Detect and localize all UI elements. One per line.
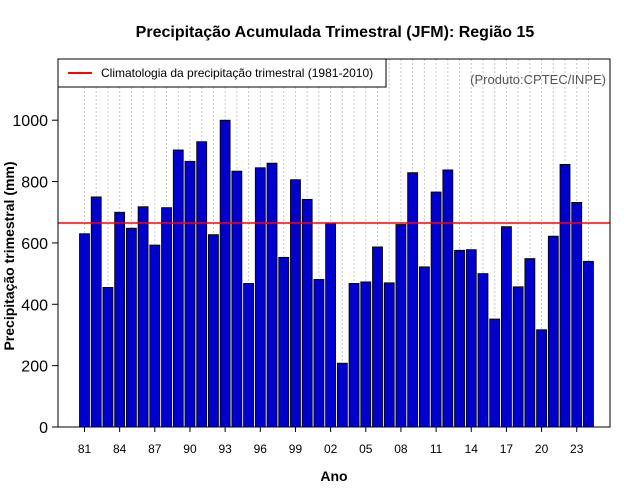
bar-2010: [418, 266, 430, 428]
bar-2012: [442, 169, 454, 428]
bar-1983: [102, 287, 114, 428]
bar-2003: [336, 362, 348, 428]
source-label: (Produto:CPTEC/INPE): [470, 72, 606, 87]
legend-label: Climatologia da precipitação trimestral …: [101, 66, 373, 80]
bar-1981: [79, 233, 90, 428]
bar-2024: [583, 260, 594, 428]
bar-1992: [208, 234, 219, 428]
bar-1998: [278, 256, 290, 428]
bar-2021: [547, 235, 559, 428]
bar-2023: [571, 202, 583, 428]
bar-2014: [465, 249, 477, 428]
x-tick-label: 93: [218, 442, 232, 456]
x-tick-label: 05: [359, 442, 373, 456]
x-tick-label: 96: [254, 442, 268, 456]
x-tick-label: 87: [148, 442, 162, 456]
bar-2002: [325, 222, 337, 428]
bar-2000: [301, 198, 313, 428]
bar-2011: [430, 191, 442, 428]
bar-1985: [125, 227, 137, 428]
bar-1986: [137, 206, 149, 428]
x-tick-label: 23: [570, 442, 584, 456]
bar-1989: [172, 149, 184, 428]
bar-2019: [524, 258, 536, 428]
x-tick-label: 90: [183, 442, 197, 456]
y-axis-label: Precipitação trimestral (mm): [1, 161, 17, 350]
legend: Climatologia da precipitação trimestral …: [57, 58, 387, 88]
bar-2016: [489, 318, 501, 428]
y-tick-label: 800: [21, 175, 48, 192]
bar-1993: [219, 119, 231, 428]
bar-2006: [372, 246, 383, 428]
bar-2017: [501, 226, 512, 428]
bar-2007: [383, 282, 395, 428]
y-tick-label: 200: [21, 359, 48, 376]
axes: 0 200 400 600 800 1000 81 84 87 90 93 96 99 02 05 08 11 1…: [12, 113, 583, 456]
bars: [79, 119, 594, 428]
bar-1982: [90, 196, 102, 428]
bar-2004: [348, 283, 360, 428]
x-tick-label: 08: [394, 442, 408, 456]
x-tick-label: 81: [78, 442, 92, 456]
chart-title: Precipitação Acumulada Trimestral (JFM):…: [136, 24, 535, 41]
bar-1987: [149, 244, 161, 428]
bar-1988: [161, 207, 172, 428]
x-tick-label: 17: [500, 442, 514, 456]
bar-1995: [243, 283, 254, 428]
y-tick-label: 600: [21, 236, 48, 253]
bar-1999: [290, 179, 301, 428]
y-tick-label: 1000: [12, 113, 48, 130]
bar-2015: [477, 273, 489, 428]
bar-2005: [360, 281, 372, 428]
x-axis-label: Ano: [320, 468, 347, 484]
x-tick-label: 14: [465, 442, 479, 456]
bar-1990: [184, 160, 196, 428]
x-tick-label: 99: [289, 442, 303, 456]
bar-1996: [254, 167, 266, 428]
legend-box: [57, 58, 387, 88]
y-tick-label: 400: [21, 297, 48, 314]
bar-1997: [266, 162, 278, 428]
x-tick-label: 20: [535, 442, 549, 456]
bar-2022: [559, 163, 571, 428]
bar-1991: [196, 141, 208, 428]
x-tick-label: 84: [113, 442, 127, 456]
x-tick-label: 02: [324, 442, 338, 456]
bar-1984: [114, 211, 126, 428]
bar-1994: [231, 170, 243, 428]
bar-2008: [395, 224, 407, 428]
bar-2020: [536, 329, 547, 428]
bar-2018: [512, 286, 524, 428]
y-tick-label: 0: [39, 420, 48, 437]
x-tick-label: 11: [430, 442, 443, 456]
bar-2001: [313, 279, 325, 428]
bar-2013: [454, 249, 465, 428]
bar-2009: [407, 172, 419, 428]
